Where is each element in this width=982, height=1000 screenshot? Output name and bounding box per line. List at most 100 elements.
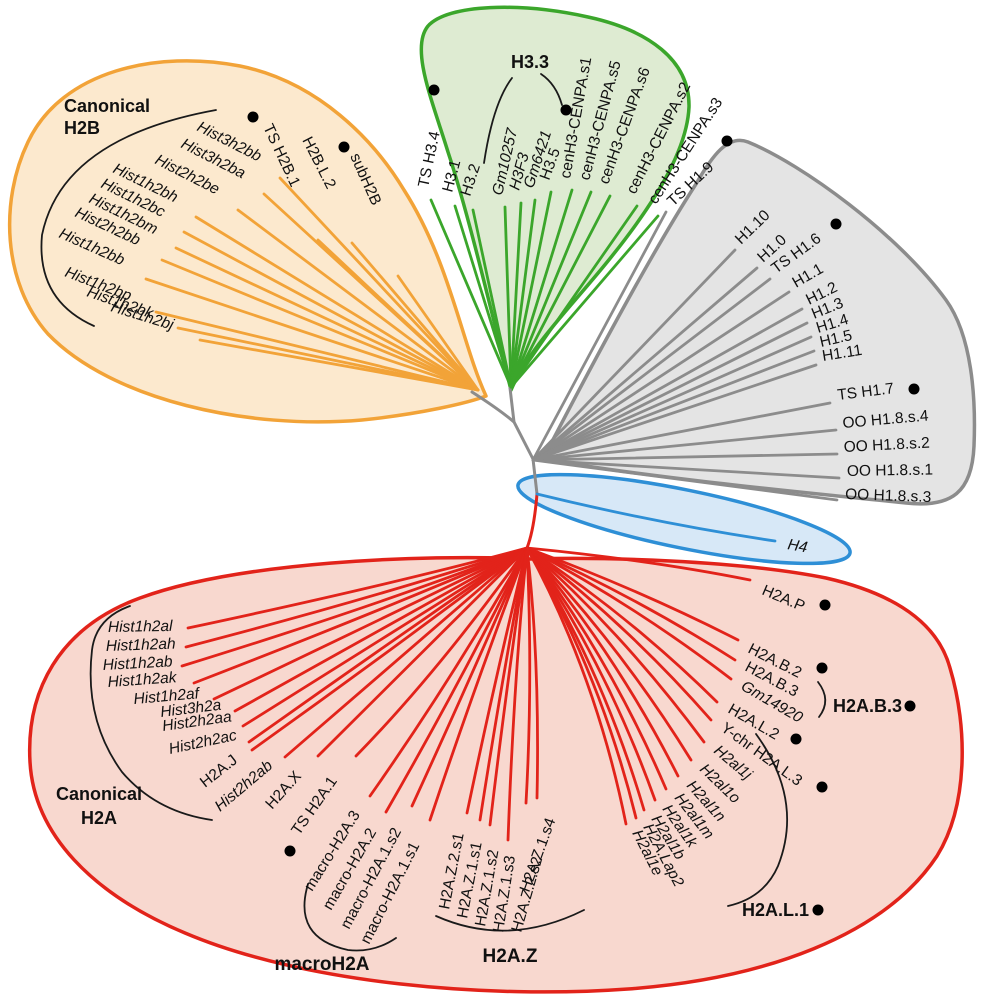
branch-h2a-j — [250, 546, 529, 752]
bullet-ts-h1-6 — [830, 218, 842, 230]
branch-h2a-b-2 — [525, 546, 740, 642]
branch-hist1h2ab — [180, 546, 529, 668]
branch-h1-1 — [531, 290, 791, 462]
trunk-red-segment — [525, 492, 539, 550]
branch-h1-0 — [531, 266, 759, 462]
leaf-label-hist1h2ab: Hist1h2ab — [102, 653, 173, 674]
bullet-ts-h3-4 — [428, 84, 440, 96]
branch-h2a-z-1-s2 — [488, 546, 529, 827]
branch-ts-h1-6 — [531, 277, 772, 462]
branch-ts-h2a-1 — [354, 546, 529, 758]
leaf-label-h4: H4 — [786, 536, 809, 556]
leaf-label-ts-h1-7: TS H1.7 — [836, 380, 895, 404]
branch-h4 — [535, 492, 777, 543]
branch-h2a-b-3 — [525, 546, 737, 662]
bracket-h3-3-left — [483, 77, 513, 164]
bullet-ts-h2a-1 — [284, 845, 296, 857]
branch-gm10257 — [503, 205, 513, 389]
branch-macro-h2a-2 — [384, 546, 529, 814]
branch-oo-h1-8-s-3 — [531, 458, 839, 502]
h2a-z-title: H2A.Z — [483, 946, 538, 967]
bracket-macro-h2a — [303, 883, 397, 952]
branch-h3f3 — [509, 201, 523, 389]
branch-cenh3-cenpa-s3 — [509, 214, 660, 389]
branch-oo-h1-8-s-4 — [531, 428, 838, 462]
bracket-h3-3-right — [540, 73, 563, 106]
leaf-label-oo-h1-8-s-3: OO H1.8.s.3 — [845, 486, 932, 506]
branch-oo-h1-8-s-1 — [531, 458, 841, 480]
branch-h2al1n — [525, 546, 680, 778]
trunk-gray-segment — [531, 457, 539, 496]
trunk-orange-to-center — [470, 390, 535, 461]
branch-macro-h2a-1-s1 — [428, 546, 529, 822]
bullet-h2a-l-2 — [790, 733, 802, 745]
leaf-label-hist1h2al: Hist1h2al — [108, 618, 173, 636]
bracket-h2a-z — [435, 909, 585, 932]
branch-h2a-z-2-s2 — [524, 546, 532, 805]
branch-h1-3 — [531, 321, 809, 462]
leaf-label-h1-5: H1.5 — [818, 327, 854, 351]
branch-h2al1o — [525, 546, 693, 762]
branch-macro-h2a-3 — [368, 546, 529, 798]
branch-h2b-l-2 — [350, 241, 480, 392]
bullet-ts-h1-7 — [908, 383, 920, 395]
branch-hist1h2bp — [154, 310, 480, 392]
bracket-gm14920 — [817, 681, 827, 718]
branch-hist1h2ah — [184, 546, 529, 649]
branch-ts-h3-4 — [429, 198, 513, 389]
branch-h1-11 — [531, 363, 818, 462]
branch-h2a-z-1-s3 — [506, 546, 529, 842]
bracket-h2a-l1 — [727, 733, 788, 907]
bullet-h3-5 — [560, 104, 572, 116]
h3-3-title: H3.3 — [511, 52, 549, 72]
branch-ts-h2b-1 — [316, 238, 480, 392]
bullet-ts-h1-9 — [721, 135, 733, 147]
leaf-label-hist1h2ak: Hist1h2ak — [107, 669, 178, 691]
branch-h2a-z-2-s1 — [465, 546, 529, 815]
branch-hist1h2bc — [182, 230, 480, 392]
branch-hist1h2al — [186, 546, 529, 630]
branch-h3-5 — [509, 190, 553, 389]
leaf-label-hist1h2ah: Hist1h2ah — [106, 636, 176, 655]
branch-gm14920 — [525, 546, 733, 681]
branch-hist3h2bb — [278, 176, 480, 392]
branch-h3-2 — [471, 208, 513, 389]
branch-h1-4 — [531, 335, 813, 462]
branch-hist2h2ab — [283, 546, 529, 759]
branch-y-chr-h2a-l-3 — [525, 546, 713, 722]
branch-h1-5 — [531, 349, 816, 462]
branch-cenh3-cenpa-s2 — [509, 204, 639, 389]
branch-h2a-p — [525, 546, 752, 582]
bullet-ts-h2b-1 — [247, 111, 259, 123]
branch-cenh3-cenpa-s6 — [509, 194, 612, 389]
branch-hist1h2ak — [192, 546, 529, 685]
bullet-subh2b — [338, 141, 350, 153]
leaf-label-h1-11: H1.11 — [821, 342, 863, 365]
branch-hist1h2af — [212, 546, 529, 701]
branch-h2al1j — [525, 546, 706, 744]
branch-hist2h2bb — [160, 258, 480, 392]
branch-h3-1 — [453, 204, 513, 389]
bullet-h2a-b3-title — [904, 700, 916, 712]
branch-oo-h1-8-s-2 — [531, 452, 839, 462]
leaf-label-oo-h1-8-s-2: OO H1.8.s.2 — [843, 435, 930, 456]
branch-ts-h1-7 — [531, 401, 832, 462]
branch-hist3h2a — [233, 546, 529, 713]
branch-h1-2 — [531, 307, 804, 462]
bullet-h2a-p — [819, 599, 831, 611]
branch-gm6421 — [509, 198, 537, 389]
branch-hist2h2aa — [241, 546, 529, 728]
branch-hist1h2bj — [198, 338, 480, 392]
branch-cenh3-cenpa-s1 — [509, 188, 574, 389]
bracket-canonical-h2b — [40, 109, 217, 327]
branch-h2a-z-1-s4 — [525, 546, 539, 800]
bracket-canonical-h2a — [89, 605, 213, 821]
branch-h1-10 — [531, 248, 737, 462]
canonical-h2b-title: Canonical H2B — [64, 96, 150, 138]
h2a-l1-title: H2A.L.1 — [742, 900, 809, 920]
branch-h2al1m — [525, 546, 668, 791]
branch-macro-h2a-1-s2 — [410, 546, 529, 808]
branch-hist1h2bh — [194, 215, 480, 392]
branch-hist1h2bm — [174, 246, 480, 392]
